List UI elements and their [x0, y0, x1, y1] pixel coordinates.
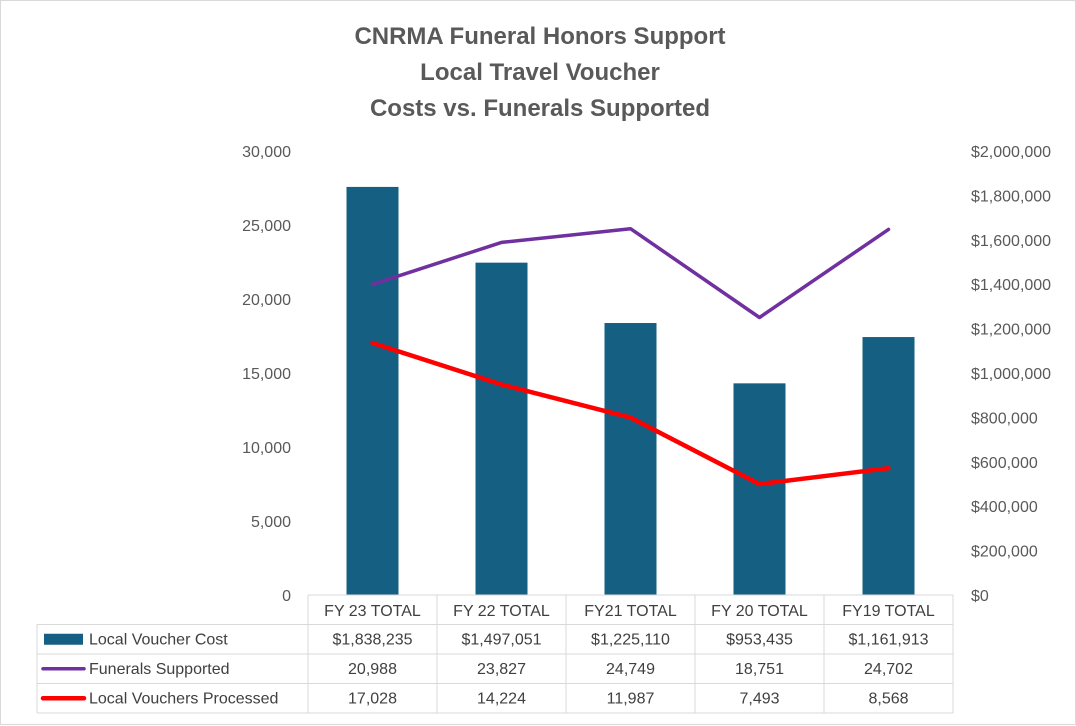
data-label: 14,224	[477, 691, 526, 708]
right-axis-tick-label: $800,000	[971, 410, 1038, 427]
chart-title-line: CNRMA Funeral Honors Support	[354, 23, 725, 50]
left-axis-ticks: 0 5,000 10,000 15,000 20,000 25,000 30,000	[242, 144, 291, 605]
bar-series	[347, 187, 915, 595]
category-label: FY19 TOTAL	[842, 603, 935, 620]
legend-key-bar	[44, 634, 83, 645]
data-label: 20,988	[348, 661, 397, 678]
legend-series-name: Funerals Supported	[89, 661, 230, 678]
left-axis-tick-label: 25,000	[242, 218, 291, 235]
data-label: 17,028	[348, 691, 397, 708]
bar	[605, 323, 657, 595]
data-label: $1,225,110	[591, 632, 670, 649]
category-label: FY 22 TOTAL	[453, 603, 550, 620]
left-axis-tick-label: 20,000	[242, 292, 291, 309]
right-axis-tick-label: $1,600,000	[971, 233, 1051, 250]
chart-title: CNRMA Funeral Honors Support Local Travel…	[354, 23, 725, 122]
data-label: 24,702	[864, 661, 913, 678]
left-axis-tick-label: 0	[282, 588, 291, 605]
right-axis-tick-label: $1,800,000	[971, 188, 1051, 205]
data-label: 11,987	[607, 691, 655, 708]
data-label: 18,751	[735, 661, 784, 678]
legend-series-name: Local Voucher Cost	[89, 632, 228, 649]
data-label: 24,749	[606, 661, 655, 678]
category-label: FY 20 TOTAL	[711, 603, 808, 620]
left-axis-tick-label: 5,000	[251, 514, 291, 531]
right-axis-tick-label: $0	[971, 588, 989, 605]
legend-series-name: Local Vouchers Processed	[89, 691, 278, 708]
data-label: $953,435	[726, 632, 793, 649]
chart-title-line: Costs vs. Funerals Supported	[370, 95, 710, 122]
bar	[476, 263, 528, 595]
left-axis-tick-label: 30,000	[242, 144, 291, 161]
right-axis-tick-label: $1,400,000	[971, 277, 1051, 294]
data-label: 23,827	[477, 661, 526, 678]
chart-title-line: Local Travel Voucher	[420, 59, 660, 86]
bar	[347, 187, 399, 595]
left-axis-tick-label: 10,000	[242, 440, 291, 457]
category-label: FY 23 TOTAL	[324, 603, 421, 620]
data-label: 7,493	[739, 691, 779, 708]
right-axis-ticks: $0 $200,000 $400,000 $600,000 $800,000 $1,000…	[971, 144, 1051, 605]
series-line	[373, 229, 889, 318]
right-axis-tick-label: $200,000	[971, 544, 1038, 561]
category-label: FY21 TOTAL	[584, 603, 677, 620]
data-label: $1,497,051	[461, 632, 541, 649]
right-axis-tick-label: $600,000	[971, 455, 1038, 472]
left-axis-tick-label: 15,000	[242, 366, 291, 383]
right-axis-tick-label: $400,000	[971, 499, 1038, 516]
data-label: $1,161,913	[848, 632, 928, 649]
right-axis-tick-label: $2,000,000	[971, 144, 1051, 161]
right-axis-tick-label: $1,000,000	[971, 366, 1051, 383]
bar	[734, 383, 786, 595]
data-table: FY 23 TOTAL FY 22 TOTAL FY21 TOTAL FY 20 TO…	[37, 595, 953, 713]
data-label: $1,838,235	[332, 632, 412, 649]
data-label: 8,568	[868, 691, 908, 708]
right-axis-tick-label: $1,200,000	[971, 322, 1051, 339]
